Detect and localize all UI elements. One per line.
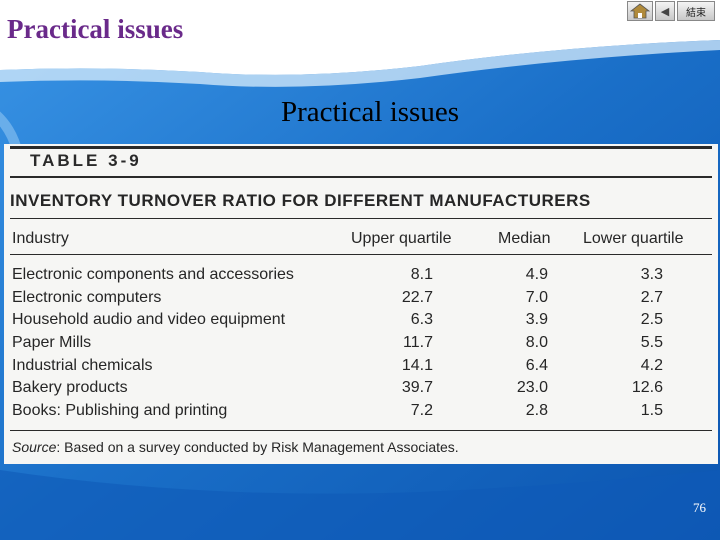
cell-lower: 2.5 xyxy=(640,311,663,329)
cell-median: 23.0 xyxy=(516,379,548,397)
slide-nav: ◀ 結束 xyxy=(627,1,717,23)
label-rule xyxy=(10,176,712,178)
cell-upper: 22.7 xyxy=(401,288,433,306)
cell-lower: 12.6 xyxy=(631,379,663,397)
column-header-lower-quartile: Lower quartile xyxy=(583,230,684,247)
source-label: Source xyxy=(12,439,57,455)
header-title: Practical issues xyxy=(7,14,184,44)
table-row: Bakery products 39.7 23.0 12.6 xyxy=(4,379,718,402)
home-button[interactable] xyxy=(627,1,653,21)
cell-lower: 1.5 xyxy=(640,402,663,420)
table-row: Electronic components and accessories 8.… xyxy=(4,266,718,289)
table-row: Books: Publishing and printing 7.2 2.8 1… xyxy=(4,402,718,425)
table-rows: Electronic components and accessories 8.… xyxy=(4,266,718,425)
heading-rule xyxy=(10,218,712,219)
footer-rule xyxy=(10,430,712,431)
cell-upper: 7.2 xyxy=(410,402,433,420)
cell-upper: 39.7 xyxy=(401,379,433,397)
cell-upper: 8.1 xyxy=(410,266,433,283)
table-row: Electronic computers 22.7 7.0 2.7 xyxy=(4,289,718,312)
back-arrow-icon: ◀ xyxy=(660,5,670,18)
table-source: Source: Based on a survey conducted by R… xyxy=(12,439,459,455)
cell-lower: 3.3 xyxy=(640,266,663,283)
column-header-industry: Industry xyxy=(12,230,69,247)
slide-title: Practical issues xyxy=(281,96,459,128)
end-button[interactable]: 結束 xyxy=(677,1,715,21)
cell-median: 7.0 xyxy=(525,288,548,306)
inventory-table: TABLE 3-9 INVENTORY TURNOVER RATIO FOR D… xyxy=(4,144,718,464)
home-icon xyxy=(630,3,650,19)
cell-upper: 11.7 xyxy=(403,334,433,352)
cell-median: 3.9 xyxy=(525,311,548,329)
cell-industry: Industrial chemicals xyxy=(12,356,153,374)
cell-lower: 4.2 xyxy=(640,356,663,374)
cell-industry: Paper Mills xyxy=(12,334,92,352)
cell-industry: Books: Publishing and printing xyxy=(12,402,228,420)
back-button[interactable]: ◀ xyxy=(655,1,675,21)
table-heading: INVENTORY TURNOVER RATIO FOR DIFFERENT M… xyxy=(10,191,591,210)
cell-industry: Electronic computers xyxy=(12,288,162,306)
cell-median: 6.4 xyxy=(525,356,548,374)
cell-median: 2.8 xyxy=(525,402,548,420)
columns-rule xyxy=(10,254,712,255)
table-label: TABLE 3-9 xyxy=(30,151,142,170)
page-number: 76 xyxy=(693,500,706,515)
cell-upper: 6.3 xyxy=(410,311,433,329)
cell-industry: Bakery products xyxy=(12,379,128,397)
cell-median: 4.9 xyxy=(525,266,548,283)
table-row: Household audio and video equipment 6.3 … xyxy=(4,311,718,334)
table-row: Paper Mills 11.7 8.0 5.5 xyxy=(4,334,718,357)
cell-industry: Household audio and video equipment xyxy=(12,311,286,329)
source-text: : Based on a survey conducted by Risk Ma… xyxy=(56,439,459,455)
top-rule xyxy=(10,146,712,149)
cell-industry: Electronic components and accessories xyxy=(12,266,294,283)
table-row: Industrial chemicals 14.1 6.4 4.2 xyxy=(4,357,718,380)
cell-lower: 5.5 xyxy=(640,334,663,352)
column-header-upper-quartile: Upper quartile xyxy=(351,230,452,247)
cell-lower: 2.7 xyxy=(640,288,663,306)
cell-upper: 14.1 xyxy=(401,356,433,374)
cell-median: 8.0 xyxy=(525,334,548,352)
column-header-median: Median xyxy=(498,230,551,247)
